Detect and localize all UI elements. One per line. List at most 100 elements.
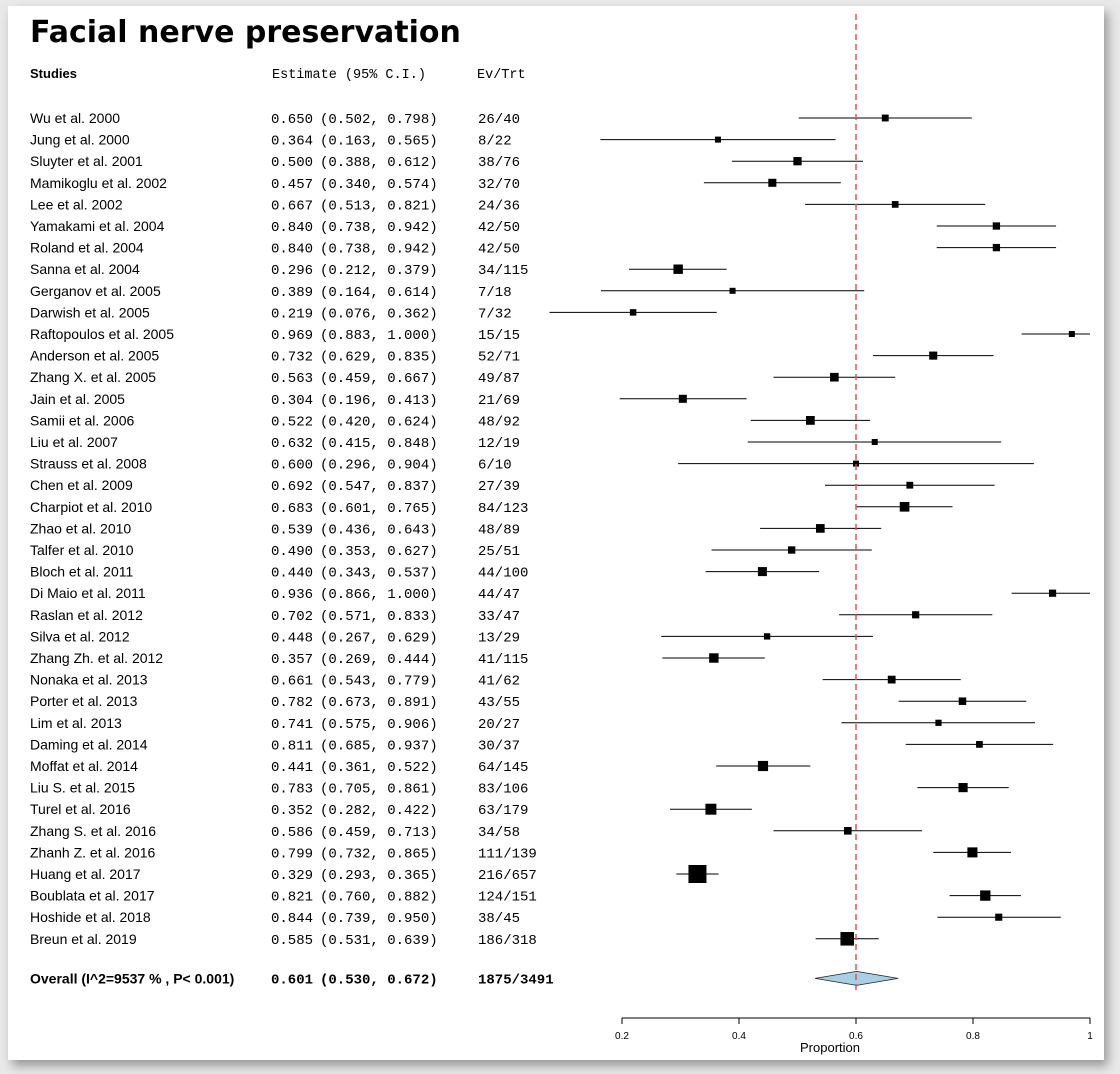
study-estimate: 0.329 — [271, 868, 313, 884]
study-events: 6/10 — [478, 458, 512, 474]
study-events: 34/58 — [478, 825, 520, 841]
study-ci: (0.267, 0.629) — [320, 630, 438, 646]
study-name: Lim et al. 2013 — [30, 715, 122, 731]
study-name: Boublata et al. 2017 — [30, 888, 155, 904]
study-events: 84/123 — [478, 501, 528, 517]
study-name: Jung et al. 2000 — [30, 132, 130, 148]
study-events: 41/115 — [478, 652, 528, 668]
estimate-marker — [958, 697, 967, 705]
study-estimate: 0.844 — [271, 911, 313, 927]
study-name: Nonaka et al. 2013 — [30, 672, 148, 688]
study-events: 7/18 — [478, 285, 512, 301]
study-name: Daming et al. 2014 — [30, 736, 148, 752]
study-estimate: 0.364 — [271, 134, 313, 150]
estimate-marker — [830, 372, 839, 382]
study-estimate: 0.586 — [271, 825, 313, 841]
study-events: 83/106 — [478, 782, 528, 798]
study-name: Wu et al. 2000 — [30, 110, 120, 126]
estimate-marker — [881, 114, 889, 122]
study-estimate: 0.782 — [271, 695, 313, 711]
estimate-marker — [787, 546, 796, 554]
study-estimate: 0.389 — [271, 285, 313, 301]
study-events: 12/19 — [478, 436, 520, 452]
study-estimate: 0.585 — [271, 933, 313, 949]
study-events: 8/22 — [478, 134, 512, 150]
study-ci: (0.760, 0.882) — [320, 890, 438, 906]
study-ci: (0.531, 0.639) — [320, 933, 438, 949]
study-name: Zhanh Z. et al. 2016 — [30, 844, 156, 860]
study-estimate: 0.539 — [271, 522, 313, 538]
study-events: 63/179 — [478, 803, 528, 819]
study-name: Breun et al. 2019 — [30, 931, 137, 947]
study-ci: (0.543, 0.779) — [320, 674, 438, 690]
axis-tick-label: 0.8 — [966, 1031, 980, 1042]
estimate-marker — [768, 178, 777, 187]
study-ci: (0.415, 0.848) — [320, 436, 438, 452]
study-events: 48/89 — [478, 522, 520, 538]
study-events: 25/51 — [478, 544, 520, 560]
study-estimate: 0.821 — [271, 890, 313, 906]
forest-plot: Facial nerve preservation Studies Estima… — [30, 14, 1093, 1055]
figure-card: Facial nerve preservation Studies Estima… — [8, 6, 1104, 1060]
study-estimate: 0.783 — [271, 782, 313, 798]
estimate-marker — [995, 913, 1003, 921]
study-ci: (0.361, 0.522) — [320, 760, 438, 776]
study-events: 33/47 — [478, 609, 520, 625]
study-events: 38/45 — [478, 911, 520, 927]
study-ci: (0.436, 0.643) — [320, 522, 438, 538]
study-events: 43/55 — [478, 695, 520, 711]
study-ci: (0.629, 0.835) — [320, 350, 438, 366]
estimate-marker — [709, 653, 719, 663]
study-events: 42/50 — [478, 220, 520, 236]
study-name: Charpiot et al. 2010 — [30, 499, 152, 515]
study-name: Di Maio et al. 2011 — [30, 585, 146, 601]
estimate-marker — [629, 309, 637, 316]
study-events: 27/39 — [478, 479, 520, 495]
study-name: Talfer et al. 2010 — [30, 542, 134, 558]
estimate-marker — [992, 222, 1001, 230]
x-axis-label: Proportion — [800, 1040, 860, 1055]
study-ci: (0.163, 0.565) — [320, 134, 438, 150]
estimate-marker — [757, 567, 767, 577]
study-estimate: 0.811 — [271, 738, 313, 754]
estimate-marker — [958, 783, 968, 793]
study-rows: Wu et al. 2000 0.650 (0.502, 0.798) 26/40 Ju… — [30, 110, 554, 988]
axis-tick-label: 0.4 — [732, 1031, 746, 1042]
study-estimate: 0.440 — [271, 566, 313, 582]
study-name: Gerganov et al. 2005 — [30, 283, 161, 299]
estimate-marker — [891, 201, 899, 208]
estimate-marker — [805, 416, 815, 425]
study-name: Yamakami et al. 2004 — [30, 218, 165, 234]
study-ci: (0.883, 1.000) — [320, 328, 438, 344]
study-ci: (0.673, 0.891) — [320, 695, 438, 711]
estimate-marker — [929, 351, 938, 360]
study-ci: (0.866, 1.000) — [320, 587, 438, 603]
study-events: 7/32 — [478, 306, 512, 322]
header-estimate: Estimate (95% C.I.) — [272, 68, 426, 83]
axis-tick-label: 0.2 — [615, 1031, 629, 1042]
study-ci: (0.732, 0.865) — [320, 846, 438, 862]
estimate-marker — [815, 524, 825, 533]
estimate-marker — [1068, 331, 1075, 337]
x-axis: 0.2 0.4 0.6 0.8 1 — [615, 1017, 1093, 1042]
study-name: Mamikoglu et al. 2002 — [30, 175, 167, 191]
study-ci: (0.739, 0.950) — [320, 911, 438, 927]
study-estimate: 0.219 — [271, 306, 313, 322]
study-events: 44/47 — [478, 587, 520, 603]
study-ci: (0.212, 0.379) — [320, 263, 438, 279]
study-ci: (0.513, 0.821) — [320, 198, 438, 214]
study-events: 26/40 — [478, 112, 520, 128]
study-ci: (0.340, 0.574) — [320, 177, 438, 193]
estimate-marker — [1048, 589, 1057, 597]
study-events: 186/318 — [478, 933, 537, 949]
overall-estimate: 0.601 — [271, 972, 313, 988]
study-name: Raftopoulos et al. 2005 — [30, 326, 174, 342]
study-name: Zhang S. et al. 2016 — [30, 823, 156, 839]
study-name: Moffat et al. 2014 — [30, 758, 138, 774]
study-estimate: 0.296 — [271, 263, 313, 279]
estimate-marker — [935, 719, 942, 726]
study-name: Liu et al. 2007 — [30, 434, 118, 450]
study-name: Roland et al. 2004 — [30, 240, 144, 256]
estimate-marker — [853, 460, 859, 467]
study-ci: (0.353, 0.627) — [320, 544, 438, 560]
